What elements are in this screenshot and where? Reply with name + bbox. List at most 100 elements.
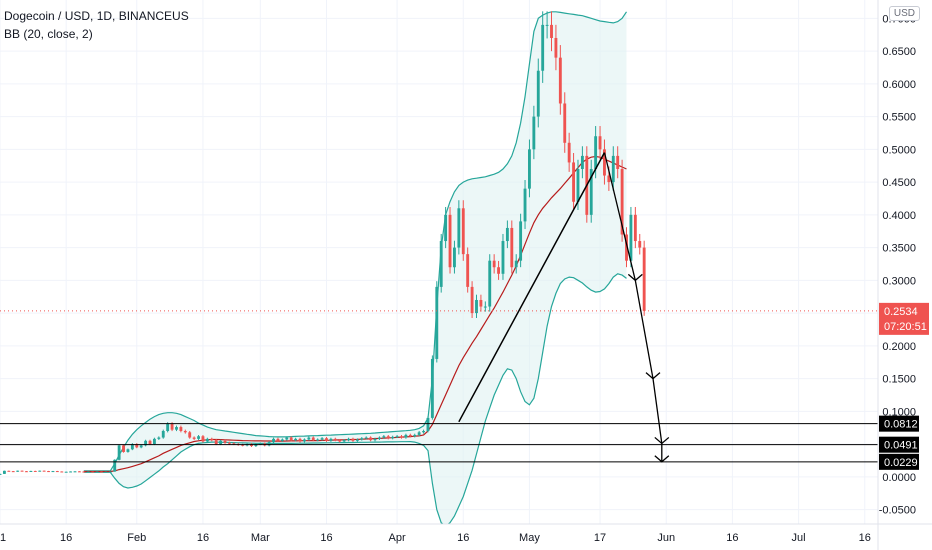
candle [82, 471, 86, 473]
candle [638, 241, 642, 248]
candle [166, 423, 170, 431]
x-tick-label: 17 [594, 532, 606, 544]
current-price-label: 0.2534 [884, 306, 918, 318]
candle [607, 175, 611, 183]
candle [550, 24, 553, 38]
candle [378, 437, 381, 439]
candle [42, 470, 46, 472]
candle [391, 436, 395, 439]
candle [219, 440, 223, 445]
candle [179, 427, 183, 431]
candle [188, 432, 192, 438]
level-price-badge [879, 453, 919, 470]
candle [316, 439, 320, 441]
candle [558, 57, 562, 104]
candle [55, 471, 59, 473]
candle [360, 438, 364, 440]
candle [170, 423, 174, 430]
y-tick-label: 0.2000 [882, 341, 916, 353]
candle [267, 442, 271, 446]
bar-countdown-label: 07:20:51 [884, 321, 927, 333]
candle [38, 470, 42, 472]
candle [408, 434, 412, 437]
candle [325, 438, 328, 441]
candle [369, 437, 373, 441]
projection-arrow-head [627, 273, 643, 282]
candle [73, 471, 77, 473]
candle [603, 149, 606, 176]
y-tick-label: 0.1500 [882, 374, 916, 386]
x-tick-label: 16 [859, 532, 871, 544]
candle [475, 299, 478, 314]
candle [457, 208, 461, 248]
candle [161, 430, 165, 438]
candle [183, 430, 187, 433]
candle [492, 260, 496, 268]
candle [576, 168, 580, 202]
candle [7, 470, 11, 472]
candle [545, 24, 549, 26]
candle [117, 445, 121, 460]
candle [294, 438, 298, 441]
candle [311, 437, 315, 441]
bb-basis-line [83, 155, 627, 473]
candle [629, 214, 633, 261]
candle [523, 188, 527, 222]
candle [532, 116, 536, 150]
candle [426, 417, 430, 431]
trend-line [458, 152, 606, 423]
candle [625, 234, 628, 261]
candle [16, 470, 20, 472]
candle [298, 438, 302, 442]
candle [25, 471, 28, 473]
bb-fill [83, 11, 627, 527]
candle [572, 162, 576, 202]
candle [448, 214, 452, 268]
candle [364, 437, 368, 439]
candle [422, 430, 425, 433]
candle [642, 247, 646, 311]
candle [435, 286, 439, 359]
candle [563, 103, 567, 143]
candle [541, 24, 545, 71]
candle [135, 444, 139, 448]
candle [33, 470, 37, 472]
y-tick-label: 0.6500 [882, 46, 916, 58]
candle [528, 149, 531, 189]
candle [258, 443, 262, 445]
candle [320, 438, 324, 440]
candle [519, 221, 523, 261]
current-price-badge [879, 302, 929, 335]
candle [60, 471, 64, 473]
candle [620, 168, 624, 235]
candle [611, 155, 615, 183]
candle [594, 136, 598, 169]
y-tick-label: 0.1000 [882, 406, 916, 418]
candle [633, 214, 637, 242]
currency-button[interactable]: USD [888, 6, 920, 21]
candle [77, 471, 81, 473]
candle [0, 473, 2, 475]
x-tick-label: 16 [320, 532, 332, 544]
candle [205, 438, 209, 442]
candle [232, 443, 236, 445]
x-tick-label: 16 [726, 532, 738, 544]
candle [466, 254, 470, 287]
candle [148, 440, 152, 445]
x-tick-label: 16 [60, 532, 72, 544]
candle [86, 471, 90, 473]
candle [404, 434, 408, 438]
candle [554, 37, 558, 58]
level-price-label: 0.0812 [884, 419, 918, 431]
candle [100, 471, 103, 473]
candle [351, 438, 355, 441]
candle [616, 155, 620, 169]
y-tick-label: 0.5500 [882, 112, 916, 124]
candle [413, 434, 417, 437]
candle [130, 444, 134, 450]
candle [91, 471, 95, 473]
candle [122, 445, 125, 452]
candle [589, 168, 593, 215]
candle [126, 449, 130, 452]
